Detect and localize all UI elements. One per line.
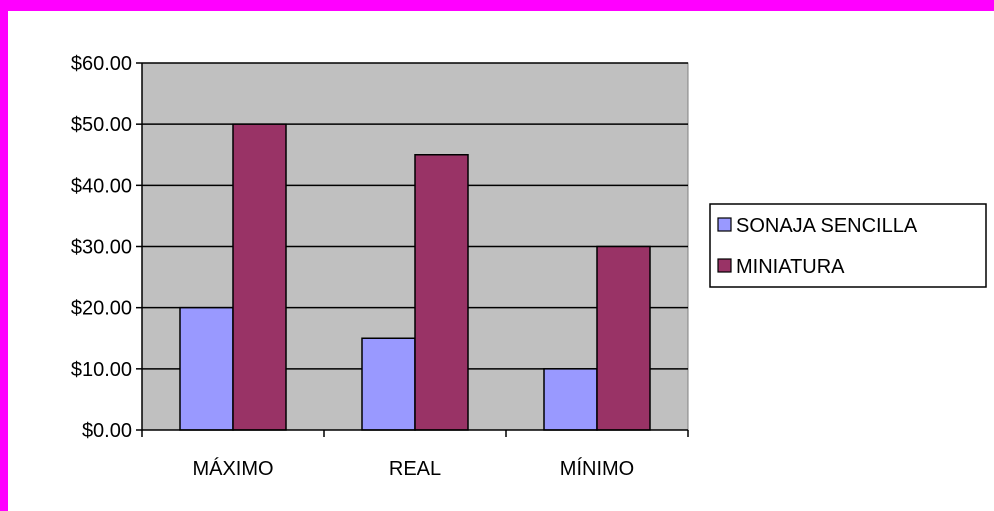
bar-miniatura-1	[414, 154, 469, 431]
legend-box	[709, 203, 987, 288]
y-tick-label: $0.00	[82, 420, 132, 442]
x-category-label: MÍNIMO	[560, 457, 634, 480]
bar-sonaja-sencilla-2	[543, 368, 598, 431]
legend: SONAJA SENCILLA MINIATURA	[709, 203, 987, 288]
bar-sonaja-sencilla-1	[361, 337, 416, 431]
bars	[179, 123, 651, 431]
y-tick-label: $30.00	[71, 237, 132, 259]
legend-swatch-sonaja-sencilla	[717, 217, 732, 232]
x-category-label: MÁXIMO	[192, 457, 273, 480]
x-category-label: REAL	[389, 458, 441, 480]
bar-sonaja-sencilla-0	[179, 306, 234, 431]
y-tick-label: $60.00	[71, 53, 132, 75]
y-tick-label: $10.00	[71, 359, 132, 381]
legend-label-sonaja-sencilla: SONAJA SENCILLA	[736, 215, 918, 237]
bar-miniatura-0	[232, 123, 287, 431]
x-axis-ticks: MÁXIMO REAL MÍNIMO	[141, 430, 689, 480]
y-tick-label: $50.00	[71, 114, 132, 136]
y-axis-ticks: $0.00 $10.00 $20.00 $30.00 $40.00 $50.00 $60.0…	[71, 53, 142, 442]
y-tick-label: $20.00	[71, 298, 132, 320]
y-tick-label: $40.00	[71, 175, 132, 197]
legend-label-miniatura: MINIATURA	[736, 256, 845, 278]
bar-miniatura-2	[596, 245, 651, 431]
legend-swatch-miniatura	[717, 258, 732, 273]
